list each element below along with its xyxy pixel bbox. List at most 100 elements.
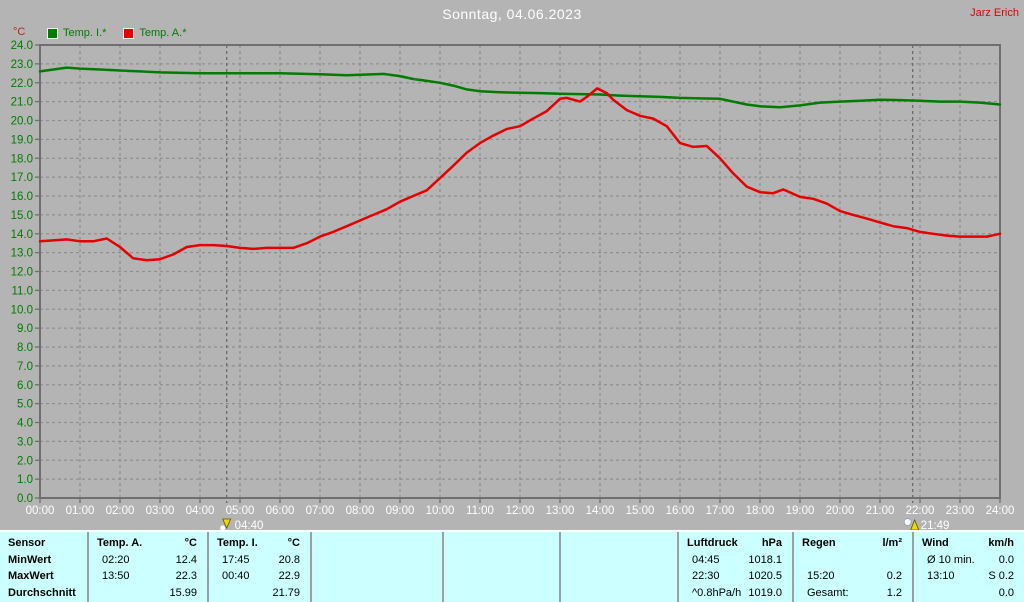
table-row: ^0.8hPa/h 1019.0 <box>679 585 792 602</box>
table-cell-time: Gesamt: <box>807 586 849 599</box>
table-row <box>444 568 559 585</box>
sunrise-time-label: 04:40 <box>235 520 264 532</box>
table-row <box>561 535 677 552</box>
x-axis-tick-label: 05:00 <box>226 505 255 517</box>
table-row <box>794 552 912 569</box>
stats-table: Sensor MinWert MaxWert Durchschnitt Temp. A.… <box>0 530 1024 602</box>
table-column-luftdruck: Luftdruck hPa 04:45 1018.1 22:30 1020.5 ^0.8hP… <box>677 532 792 602</box>
table-row: Gesamt: 1.2 <box>794 585 912 602</box>
y-axis-tick-label: 12.0 <box>11 267 33 279</box>
x-axis-tick-label: 08:00 <box>346 505 375 517</box>
table-row <box>561 552 677 569</box>
page-title: Sonntag, 04.06.2023 <box>442 6 582 22</box>
x-axis-tick-label: 01:00 <box>66 505 95 517</box>
table-cell-time: 00:40 <box>222 570 250 582</box>
table-row: Luftdruck hPa <box>679 535 792 552</box>
temp-outside-swatch <box>123 27 135 39</box>
table-cell-value: 12.4 <box>175 553 197 566</box>
y-axis-tick-label: 14.0 <box>11 229 33 241</box>
column-unit: l/m² <box>882 537 902 549</box>
y-axis-tick-label: 15.0 <box>11 210 33 222</box>
table-row: 22:30 1020.5 <box>679 568 792 585</box>
table-cell-value: 1020.5 <box>748 570 782 582</box>
table-cell-value: 0.0 <box>998 553 1014 566</box>
x-axis-tick-label: 16:00 <box>666 505 695 517</box>
x-axis-tick-label: 04:00 <box>186 505 215 517</box>
y-axis-tick-label: 9.0 <box>17 323 33 335</box>
y-axis-tick-label: 13.0 <box>11 248 33 260</box>
table-column-temp-i: Temp. I. °C 17:45 20.8 00:40 22.9 21.79 <box>207 532 310 602</box>
y-axis-tick-label: 17.0 <box>11 172 33 184</box>
table-cell-value: 0.0 <box>998 586 1014 599</box>
x-axis-tick-label: 09:00 <box>386 505 415 517</box>
y-axis-tick-label: 2.0 <box>17 455 33 467</box>
table-cell-time: 22:30 <box>692 570 720 582</box>
temp-inside-series <box>38 66 1002 109</box>
y-axis-tick-label: 21.0 <box>11 97 33 109</box>
y-axis-tick-label: 10.0 <box>11 304 33 316</box>
table-column <box>310 532 442 602</box>
x-axis-tick-label: 12:00 <box>506 505 535 517</box>
row-header: Durchschnitt <box>8 586 76 599</box>
y-axis-tick-label: 3.0 <box>17 436 33 448</box>
table-column <box>559 532 677 602</box>
column-header: Regen <box>802 537 836 549</box>
table-row: Wind km/h <box>914 535 1024 552</box>
y-axis-tick-label: 19.0 <box>11 134 33 146</box>
sunrise-arrow-icon <box>222 518 232 529</box>
x-axis-tick-label: 21:00 <box>866 505 895 517</box>
table-cell-value: S 0.2 <box>988 570 1014 582</box>
table-row: 21.79 <box>209 585 310 602</box>
y-axis-unit-label: °C <box>13 26 26 38</box>
legend-label: Temp. I.* <box>63 27 107 39</box>
column-unit: °C <box>184 537 197 549</box>
table-row: 15.99 <box>89 585 207 602</box>
y-axis-tick-label: 1.0 <box>17 474 33 486</box>
table-row: Temp. I. °C <box>209 535 310 552</box>
chart-legend: Temp. I.* Temp. A.* <box>47 27 203 39</box>
table-cell-time: 13:10 <box>927 570 955 582</box>
y-axis-tick-label: 5.0 <box>17 399 33 411</box>
table-cell-value: 22.3 <box>175 570 197 582</box>
table-row: 00:40 22.9 <box>209 568 310 585</box>
table-cell-value: 1019.0 <box>748 586 782 599</box>
row-header: MaxWert <box>8 570 54 582</box>
table-cell-time: 17:45 <box>222 553 250 566</box>
column-header: Wind <box>922 537 949 549</box>
y-axis-tick-label: 6.0 <box>17 380 33 392</box>
column-header: Luftdruck <box>687 537 738 549</box>
table-row <box>444 585 559 602</box>
y-axis-tick-label: 16.0 <box>11 191 33 203</box>
table-row: 15:20 0.2 <box>794 568 912 585</box>
x-axis-tick-label: 03:00 <box>146 505 175 517</box>
table-row: 13:10 S 0.2 <box>914 568 1024 585</box>
table-cell-value: 22.9 <box>278 570 300 582</box>
x-axis-tick-label: 17:00 <box>706 505 735 517</box>
y-axis-tick-label: 23.0 <box>11 59 33 71</box>
sunrise-sun-icon <box>220 525 226 531</box>
x-axis-tick-label: 20:00 <box>826 505 855 517</box>
x-axis-tick-label: 11:00 <box>466 505 494 517</box>
table-row-headers: Sensor MinWert MaxWert Durchschnitt <box>8 535 76 601</box>
table-row: 04:45 1018.1 <box>679 552 792 569</box>
sunset-sun-icon <box>903 518 912 526</box>
temp-outside-series <box>38 87 1002 262</box>
x-axis-tick-label: 22:00 <box>906 505 935 517</box>
y-axis-tick-label: 22.0 <box>11 78 33 90</box>
y-axis-tick-label: 0.0 <box>17 493 33 505</box>
table-cell-value: 0.2 <box>886 570 902 582</box>
x-axis-tick-label: 24:00 <box>986 505 1015 517</box>
table-row: Temp. A. °C <box>89 535 207 552</box>
table-cell-time: 02:20 <box>102 553 130 566</box>
table-row: 0.0 <box>914 585 1024 602</box>
column-unit: km/h <box>988 537 1014 549</box>
x-axis-tick-label: 14:00 <box>586 505 615 517</box>
column-header: Temp. A. <box>97 537 143 549</box>
x-axis-tick-label: 07:00 <box>306 505 335 517</box>
x-axis-tick-label: 23:00 <box>946 505 975 517</box>
sunset-time-label: 21:49 <box>921 520 950 532</box>
y-axis-tick-label: 7.0 <box>17 361 33 373</box>
table-row: 17:45 20.8 <box>209 552 310 569</box>
y-axis-tick-label: 20.0 <box>11 116 33 128</box>
